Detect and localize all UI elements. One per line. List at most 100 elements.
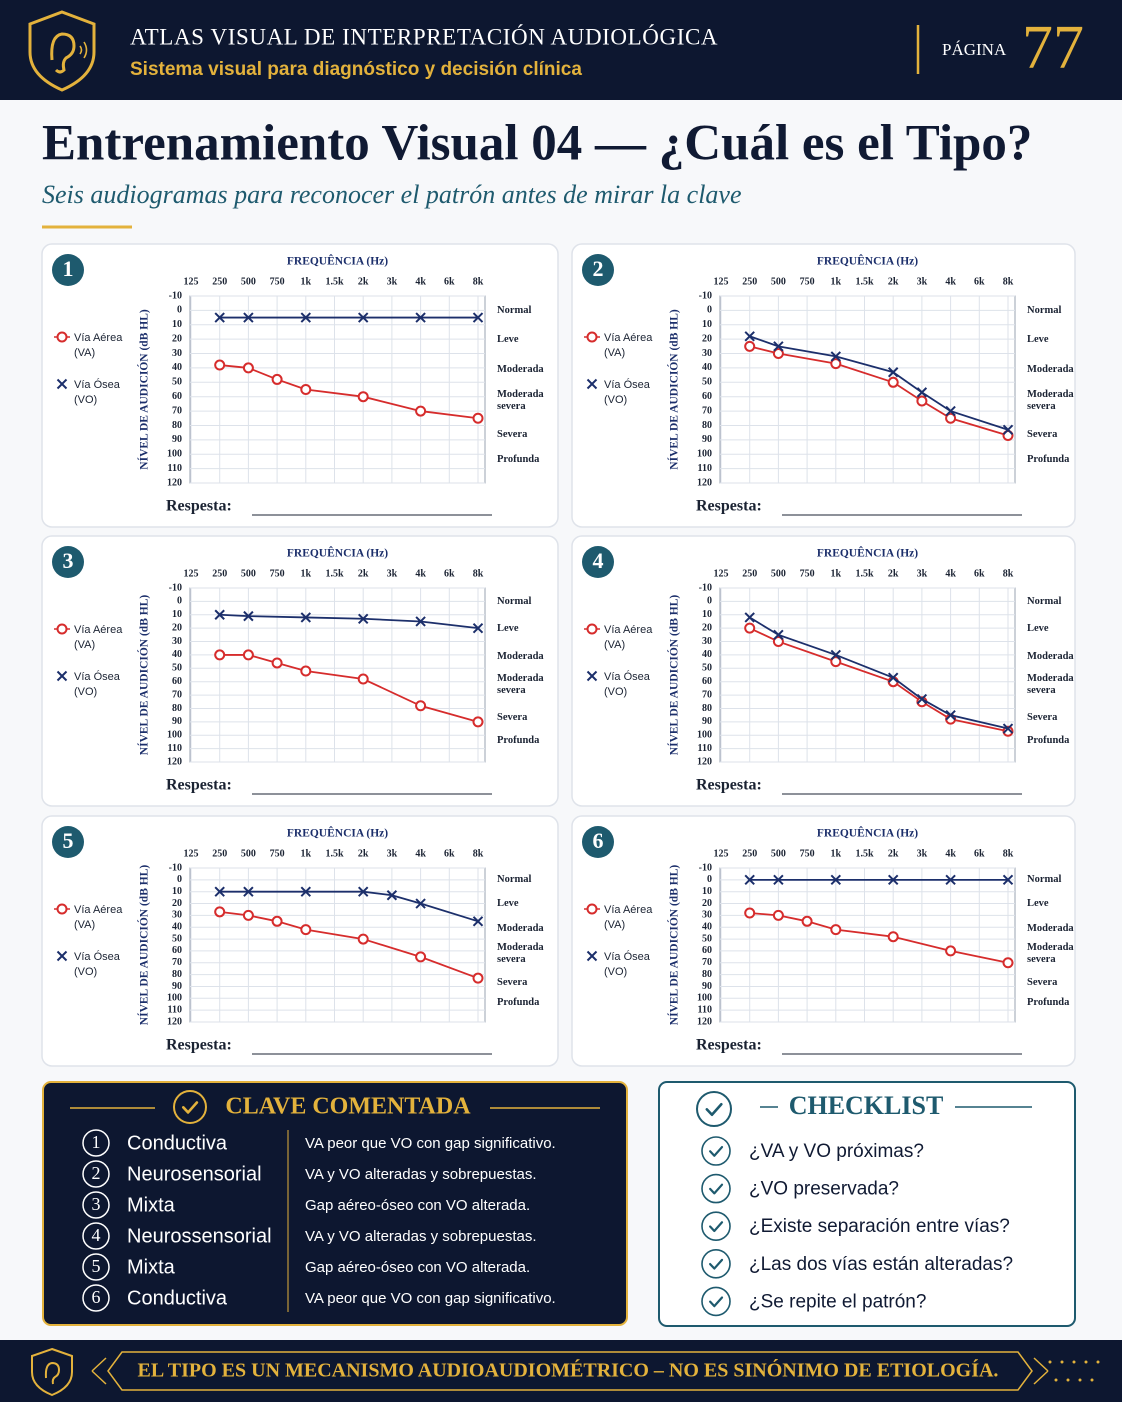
x-tick-label: 125 [714, 568, 729, 579]
data-point [472, 412, 484, 424]
x-tick-label: 1k [831, 568, 842, 579]
dot [1090, 1378, 1094, 1382]
key-number-circle [82, 1129, 110, 1157]
degree-label-box: Normal [1027, 596, 1061, 607]
checklist-item: ¿VA y VO próximas? [749, 1141, 924, 1162]
y-tick-label: 40 [702, 362, 712, 373]
key-note: VA peor que VO con gap significativo. [305, 1290, 556, 1307]
y-tick-label: 30 [702, 348, 712, 359]
y-tick-label: 30 [172, 348, 182, 359]
degree-label-box: Moderada [497, 651, 544, 662]
y-tick-label: 20 [172, 898, 182, 909]
main-subtitle: Seis audiogramas para reconocer el patró… [42, 180, 742, 209]
x-axis-title: FREQUÊNCIA (Hz) [287, 546, 388, 560]
data-point [830, 924, 842, 936]
data-point [744, 874, 755, 886]
y-tick-label: 120 [167, 477, 182, 488]
y-axis-title: NÍVEL DE AUDICIÓN (dB HL) [137, 595, 151, 756]
x-tick-label: 1.5k [855, 276, 874, 287]
answer-label: Respesta: [166, 1037, 232, 1054]
answer-label: Respesta: [696, 498, 762, 515]
degree-label-box: Moderada [1027, 651, 1074, 662]
degree-label-box: Moderada [1027, 364, 1074, 375]
x-tick-label: 2k [888, 276, 899, 287]
chart-number: 2 [593, 256, 604, 281]
data-point [887, 367, 899, 378]
y-tick-label: 40 [702, 922, 712, 933]
chart-number-badge [582, 254, 614, 286]
legend-entry: Vía Ósea (VO) [74, 671, 120, 698]
x-tick-label: 6k [974, 848, 985, 859]
answer-label: Respesta: [166, 498, 232, 515]
y-tick-label: 80 [172, 703, 182, 714]
chart-number: 5 [63, 828, 74, 853]
y-tick-label: 20 [172, 333, 182, 344]
legend-marker [586, 950, 598, 962]
legend-entry-box: Vía Ósea (VO) [604, 671, 650, 698]
y-axis-title: NÍVEL DE AUDICIÓN (dB HL) [137, 309, 151, 470]
y-tick-label: 10 [172, 886, 182, 897]
key-number: 1 [92, 1132, 101, 1152]
degree-label: Normal [1027, 874, 1062, 886]
y-tick-label: 0 [177, 305, 182, 316]
y-tick-label: 50 [702, 933, 712, 944]
degree-label: Severa [1027, 711, 1058, 723]
data-point [242, 909, 254, 921]
data-point [300, 924, 312, 936]
x-tick-label: 1.5k [325, 276, 344, 287]
x-tick-label: 250 [212, 276, 227, 287]
x-tick-label: 125 [714, 276, 729, 287]
chart-number-badge [52, 546, 84, 578]
check-mark [705, 1102, 723, 1117]
y-tick-label: 60 [702, 391, 712, 402]
checklist-item: ¿Existe separación entre vías? [749, 1216, 1010, 1237]
data-point [830, 656, 842, 668]
y-tick-label: 110 [168, 743, 182, 754]
check-circle [696, 1091, 732, 1127]
data-point [945, 709, 956, 721]
chart-number-badge [582, 826, 614, 858]
data-point [945, 412, 957, 424]
degree-label-box: Profunda [1027, 735, 1069, 746]
x-tick-label: 2k [358, 568, 369, 579]
x-tick-label: 2k [888, 568, 899, 579]
x-tick-label: 125 [184, 276, 199, 287]
x-tick-label: 6k [444, 848, 455, 859]
data-point [271, 915, 283, 927]
check-circle [701, 1211, 731, 1241]
y-tick-label: 60 [172, 676, 182, 687]
data-point [472, 972, 484, 984]
y-tick-label: 40 [172, 362, 182, 373]
data-point [214, 609, 225, 620]
footer-logo-ear [44, 1361, 61, 1385]
check-mark [709, 1221, 724, 1233]
x-tick-label: 3k [387, 568, 398, 579]
legend-entry: Vía Aérea (VA) [74, 904, 123, 931]
degree-label: Leve [1027, 333, 1049, 345]
x-tick-label: 4k [945, 848, 956, 859]
x-tick-label: 500 [771, 276, 786, 287]
data-point [242, 649, 254, 661]
y-tick-label: 100 [167, 449, 182, 460]
x-tick-label: 1.5k [855, 848, 874, 859]
y-tick-label: 70 [172, 405, 182, 416]
y-tick-label: 70 [172, 957, 182, 968]
x-tick-label: 4k [415, 848, 426, 859]
x-tick-label: 250 [742, 276, 757, 287]
header-title: ATLAS VISUAL DE INTERPRETACIÓN AUDIOLÓGI… [130, 23, 718, 49]
degree-label: Moderada severa [1027, 673, 1074, 697]
data-point [945, 945, 957, 957]
degree-label-box: Normal [497, 305, 531, 316]
degree-label-box: Normal [1027, 305, 1061, 316]
y-tick-label: 40 [172, 922, 182, 933]
data-point [773, 874, 784, 886]
y-tick-label: 20 [702, 898, 712, 909]
y-tick-label: 60 [172, 945, 182, 956]
degree-label: Leve [497, 898, 519, 910]
answer-label: Respesta: [166, 777, 232, 794]
y-tick-label: 90 [172, 981, 182, 992]
degree-label-box: Severa [1027, 711, 1058, 723]
check-mark [709, 1296, 724, 1308]
degree-label: Profunda [1027, 997, 1070, 1009]
degree-label: Severa [497, 711, 528, 723]
